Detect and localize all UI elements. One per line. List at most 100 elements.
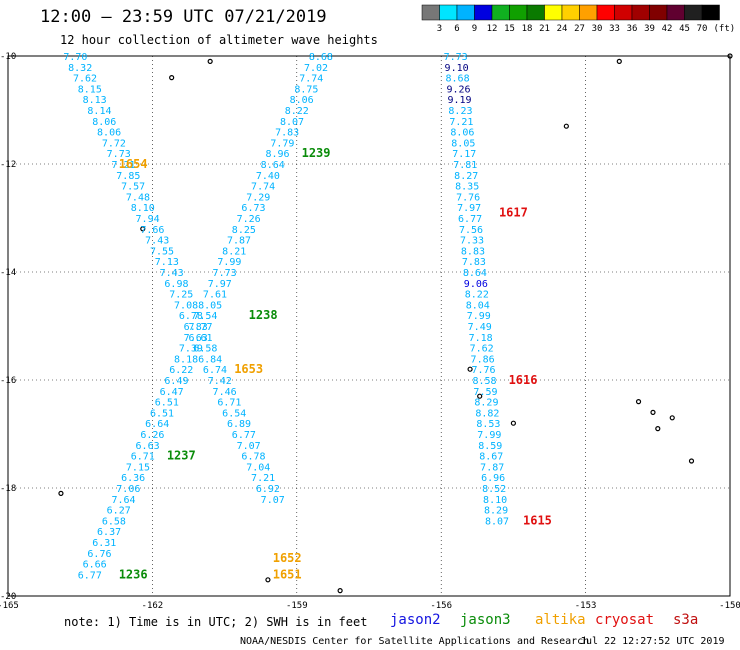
wave-height-value: 7.56 [459,225,483,236]
colorbar-swatch [421,4,440,21]
wave-height-value: 7.73 [107,149,131,160]
colorbar-tick-label: 42 [662,24,673,34]
colorbar-swatch [666,4,685,21]
wave-height-value: 7.74 [251,182,275,193]
wave-height-value: 7.46 [213,387,237,398]
wave-height-value: 7.04 [246,462,270,473]
wave-height-value: 6.77 [78,570,102,581]
wave-height-value: 8.96 [265,149,289,160]
wave-height-value: 8.25 [232,225,256,236]
wave-height-value: 8.29 [474,398,498,409]
wave-height-value: 8.68 [446,74,470,85]
legend-jason3: jason3 [460,612,511,628]
wave-height-value: 6.66 [83,560,107,571]
island-marker [467,366,473,372]
wave-height-value: 7.48 [126,192,150,203]
wave-height-value: 8.14 [87,106,111,117]
wave-height-value: 8.07 [485,516,509,527]
wave-height-value: 8.64 [261,160,285,171]
wave-height-value: 7.02 [304,63,328,74]
wave-height-value: 6.92 [256,484,280,495]
island-marker [265,577,271,583]
wave-height-value: 7.43 [160,268,184,279]
wave-height-value: 7.21 [111,160,135,171]
track-time-label: 1652 [273,551,302,565]
wave-height-value: 6.73 [241,203,265,214]
wave-height-value: 8.06 [97,128,121,139]
island-outlines [58,53,733,594]
wave-height-value: 7.08 [174,300,198,311]
track-time-label: 1238 [249,308,278,322]
wave-height-value: 8.10 [483,495,507,506]
wave-height-value: 7.61 [203,290,227,301]
latitude-tick-label: -14 [0,268,16,278]
wave-height-value: 7.76 [472,365,496,376]
longitude-tick-label: -153 [575,601,597,611]
wave-height-value: 7.86 [471,354,495,365]
island-marker [727,53,733,59]
track-time-label: 1615 [523,513,552,527]
longitude-tick-label: -150 [719,601,740,611]
colorbar-swatch [649,4,668,21]
wave-height-value: 9.19 [447,95,471,106]
island-marker [563,123,569,129]
wave-height-value: 7.59 [473,387,497,398]
colorbar-tick-label: 6 [454,24,459,34]
colorbar-swatch [474,4,493,21]
axis-ticks: -165 -162 -159 -156 -153 -150 -10 -12 -14 -16 -18 -… [0,52,740,611]
wave-height-value: 7.29 [246,192,270,203]
wave-height-value: 6.71 [131,452,155,463]
colorbar-swatch [439,4,458,21]
island-marker [688,458,695,464]
wave-height-value: 7.21 [449,117,473,128]
wave-height-value: 7.99 [477,430,501,441]
wave-height-value: 8.18 [174,354,198,365]
wave-height-value: 8.35 [455,182,479,193]
colorbar-tick-label: 18 [522,24,533,34]
colorbar-swatch [614,4,633,21]
track-jason3-1239: 8.687.027.748.758.068.228.077.837.798.96… [78,52,333,581]
chart-title: 12:00 — 23:59 UTC 07/21/2019 [40,7,327,27]
legend-s3a: s3a [673,612,698,628]
track-time-label: 1654 [119,157,148,171]
wave-height-value: 6.63 [136,441,160,452]
wave-height-value: 7.81 [453,160,477,171]
wave-height-value: 8.05 [198,300,222,311]
wave-height-value: 9.10 [445,63,469,74]
wave-height-value: 8.83 [461,246,485,257]
wave-height-value: 7.99 [217,257,241,268]
longitude-tick-label: -165 [0,601,19,611]
wave-height-value: 6.78 [241,452,265,463]
wave-height-value: 6.54 [222,408,246,419]
wave-height-value: 7.06 [116,484,140,495]
wave-height-value: 8.07 [280,117,304,128]
wave-height-value: 8.68 [309,52,333,63]
wave-height-value: 8.22 [465,290,489,301]
wave-height-value: 8.10 [131,203,155,214]
wave-height-value: 6.31 [92,538,116,549]
wave-height-value: 7.85 [116,171,140,182]
wave-height-value: 7.66 [140,225,164,236]
wave-height-value: 8.75 [294,84,318,95]
colorbar-unit-label: (ft) [714,24,736,34]
latitude-tick-label: -18 [0,484,16,494]
wave-height-value: 7.76 [456,192,480,203]
colorbar-tick-label: 33 [609,24,620,34]
wave-height-value: 6.78 [179,311,203,322]
wave-height-value: 6.51 [150,408,174,419]
wave-height-value: 7.13 [155,257,179,268]
wave-height-value: 7.79 [270,138,294,149]
wave-height-value: 7.97 [208,279,232,290]
wave-height-value: 8.13 [83,95,107,106]
colorbar-tick-label: 12 [487,24,498,34]
wave-height-value: 7.94 [136,214,160,225]
wave-height-value: 7.25 [169,290,193,301]
colorbar-tick-label: 45 [679,24,690,34]
track-cryosat-1617: 7.739.108.689.269.198.237.218.068.057.17… [444,52,552,527]
wave-height-value: 8.67 [479,452,503,463]
colorbar-tick-label: 15 [504,24,515,34]
legend-cryosat: cryosat [595,612,654,628]
colorbar-swatch [526,4,545,21]
colorbar-swatch [544,4,563,21]
wave-height-value: 9.26 [446,84,470,95]
